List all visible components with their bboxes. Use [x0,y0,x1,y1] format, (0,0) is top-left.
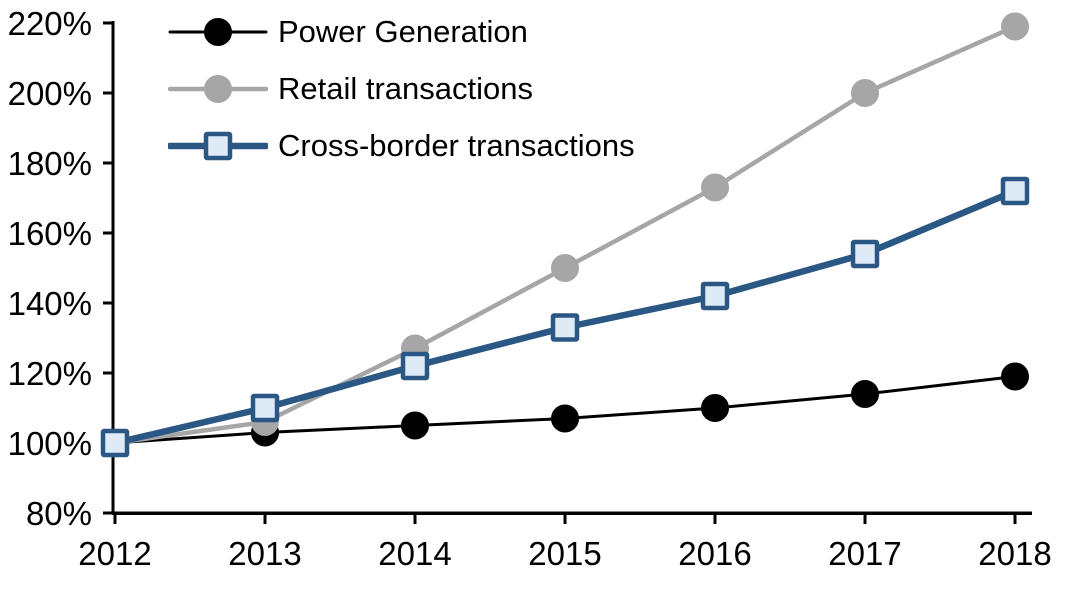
series-marker-retail-transactions [1001,12,1029,41]
legend-marker-power-generation [204,17,232,46]
series-marker-retail-transactions [851,79,879,107]
series-marker-cross-border-transactions [250,393,280,423]
legend-swatch-power-generation [168,17,268,46]
legend-label-cross-border-transactions: Cross-border transactions [278,128,635,163]
series-marker-power-generation [551,404,579,433]
y-tick-label: 180% [8,145,92,182]
legend-item-power-generation: Power Generation [168,3,635,60]
y-tick-label: 220% [8,5,92,42]
legend-marker-retail-transactions [204,74,232,103]
series-marker-cross-border-transactions [700,281,730,311]
x-tick-label: 2012 [78,535,151,572]
legend-marker-cross-border-transactions [203,131,233,160]
x-tick-label: 2018 [978,535,1051,572]
series-marker-cross-border-transactions [100,428,130,458]
series-marker-retail-transactions [551,254,579,282]
legend-item-retail-transactions: Retail transactions [168,60,635,117]
x-tick-label: 2014 [378,535,451,572]
legend-swatch-retail-transactions [168,74,268,103]
series-marker-power-generation [701,394,729,422]
series-marker-cross-border-transactions [550,313,580,342]
series-marker-retail-transactions [701,173,729,202]
series-marker-cross-border-transactions [400,351,430,381]
x-tick-label: 2017 [828,535,901,572]
y-tick-label: 80% [26,495,92,532]
series-marker-cross-border-transactions [1000,176,1030,206]
series-marker-power-generation [1001,362,1029,391]
x-tick-label: 2013 [228,535,301,572]
legend-swatch-cross-border-transactions [168,131,268,160]
y-tick-label: 160% [8,215,92,252]
y-tick-label: 100% [8,425,92,462]
series-cross-border-transactions [100,176,1030,458]
legend-label-retail-transactions: Retail transactions [278,71,534,106]
y-tick-label: 200% [8,75,92,112]
x-tick-label: 2016 [678,535,751,572]
y-tick-label: 140% [8,285,92,322]
series-power-generation [101,362,1029,457]
legend-label-power-generation: Power Generation [278,14,528,49]
series-marker-cross-border-transactions [850,239,880,269]
chart-legend: Power Generation Retail transactions Cross… [168,3,635,174]
series-marker-power-generation [851,380,879,408]
series-marker-power-generation [401,411,429,440]
legend-item-cross-border-transactions: Cross-border transactions [168,117,635,174]
y-tick-label: 120% [8,355,92,392]
x-tick-label: 2015 [528,535,601,572]
